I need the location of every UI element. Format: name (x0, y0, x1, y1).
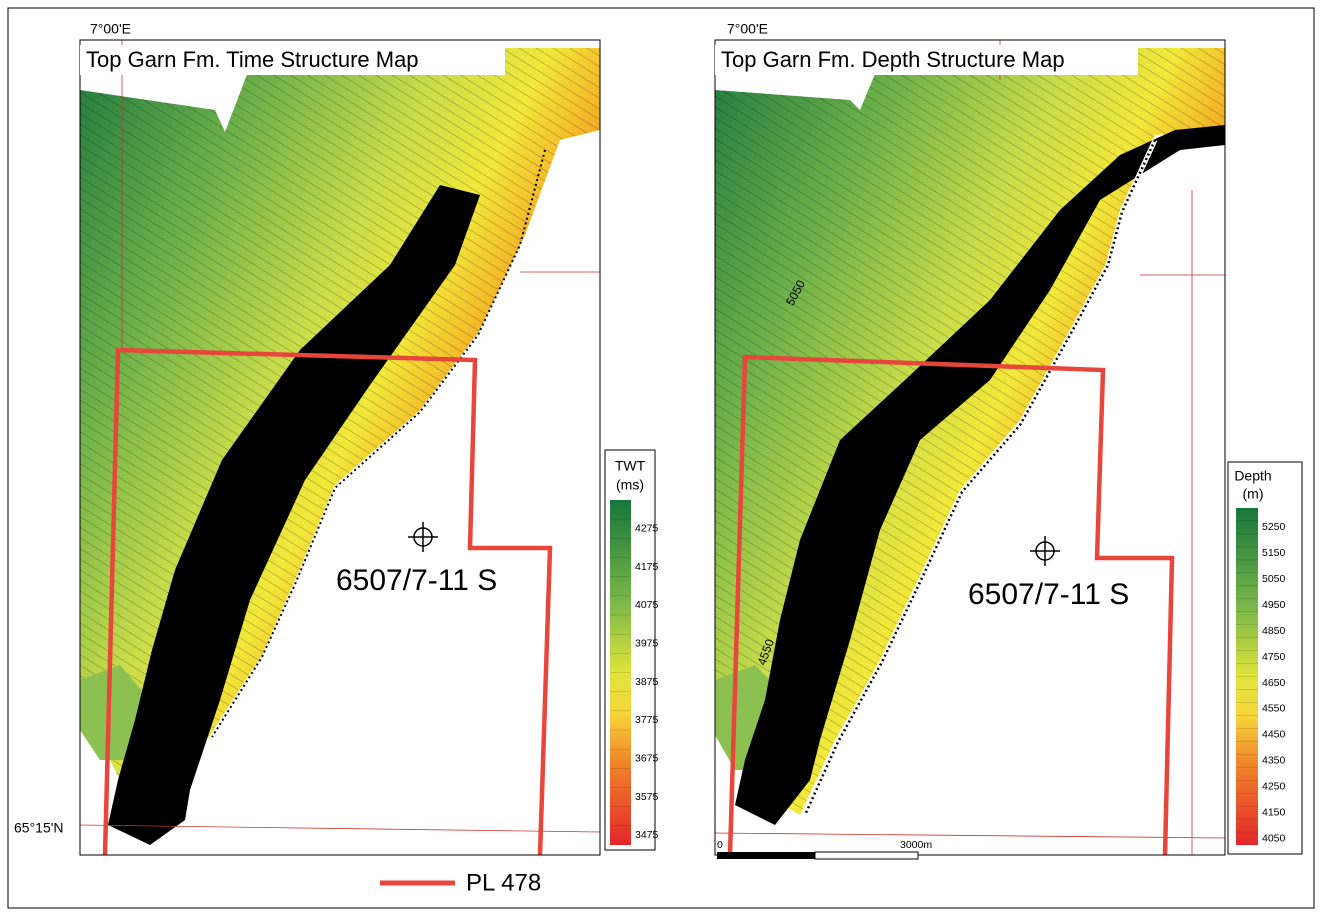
scale-end: 3000m (900, 839, 932, 851)
colorbar-label: 4550 (1262, 703, 1286, 715)
colorbar-title: TWT (615, 458, 646, 474)
well-symbol (408, 522, 438, 552)
well-label: 6507/7-11 S (336, 564, 497, 597)
colorbar-label: 4450 (1262, 729, 1286, 741)
colorbar-unit: (m) (1243, 486, 1264, 502)
longitude-label: 7°00'E (90, 21, 131, 37)
colorbar-label: 4750 (1262, 651, 1286, 663)
scale-start: 0 (717, 839, 723, 851)
legend-label: PL 478 (466, 869, 541, 896)
colorbar-label: 4250 (1262, 780, 1286, 792)
colorbar-label: 3675 (635, 753, 659, 765)
latitude-label: 65°15'N (14, 820, 64, 836)
map-title: Top Garn Fm. Depth Structure Map (721, 47, 1065, 72)
figure: Top Garn Fm. Time Structure Map 7°00'E 6… (0, 0, 1322, 915)
colorbar-label: 4650 (1262, 677, 1286, 689)
depth-map: 5050 4450 4550 Top Garn Fm. Depth Struct… (715, 21, 1302, 859)
colorbar-label: 5250 (1262, 521, 1286, 533)
scale-bar (815, 852, 918, 859)
colorbar-label: 4950 (1262, 599, 1286, 611)
block-line (715, 833, 1225, 838)
colorbar-label: 4075 (635, 599, 659, 611)
colorbar-label: 3475 (635, 829, 659, 841)
colorbar-unit: (ms) (616, 477, 644, 493)
longitude-label: 7°00'E (727, 21, 768, 37)
colorbar-label: 4050 (1262, 832, 1286, 844)
page: {"panels": [ {"title": "Top Garn Fm. Tim… (0, 0, 1322, 920)
well-symbol (1030, 536, 1060, 566)
colorbar-label: 3975 (635, 638, 659, 650)
colorbar-label: 3875 (635, 676, 659, 688)
colorbar-label: 5050 (1262, 573, 1286, 585)
colorbar-title: Depth (1234, 468, 1271, 484)
colorbar-label: 3775 (635, 714, 659, 726)
colorbar-label: 4850 (1262, 625, 1286, 637)
colorbar-label: 4275 (635, 523, 659, 535)
colorbar-label: 4175 (635, 561, 659, 573)
colorbar-label: 4150 (1262, 806, 1286, 818)
well-label: 6507/7-11 S (968, 578, 1129, 611)
colorbar-label: 3575 (635, 791, 659, 803)
colorbar-label: 5150 (1262, 547, 1286, 559)
colorbar-label: 4350 (1262, 755, 1286, 767)
time-map: Top Garn Fm. Time Structure Map 7°00'E 6… (14, 21, 655, 855)
map-title: Top Garn Fm. Time Structure Map (86, 47, 419, 72)
scale-bar (717, 852, 815, 859)
